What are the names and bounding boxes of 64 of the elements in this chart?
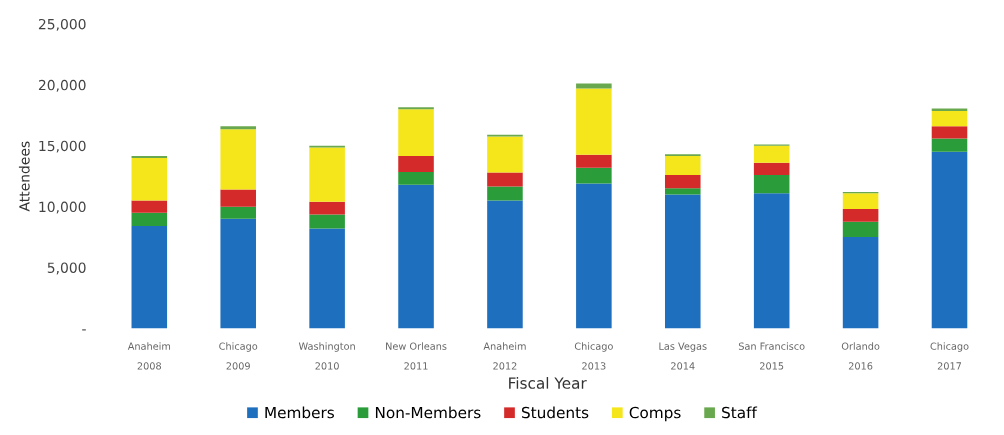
bar: [842, 209, 879, 222]
y-tick-label: 20,000: [38, 79, 86, 92]
bar: [131, 200, 168, 213]
y-tick-label: 10,000: [39, 201, 86, 214]
bar: [753, 145, 790, 163]
y-tick-label: -: [82, 329, 86, 331]
bar: [842, 237, 879, 329]
category-label: Orlando 2016: [841, 342, 880, 370]
legend-label: Staff: [722, 406, 758, 419]
bar: [398, 109, 434, 157]
category-label: San Francisco 2015: [738, 342, 805, 370]
legend-label: Non-Members: [375, 406, 481, 419]
bar: [220, 126, 256, 130]
x-tick-label: Las Vegas 2014: [659, 342, 707, 370]
legend-label: Members: [265, 406, 334, 419]
bar: [487, 186, 523, 201]
bar: [931, 138, 968, 152]
bar: [487, 200, 523, 329]
bar: [842, 221, 879, 238]
bar: [931, 111, 968, 127]
bar: [131, 212, 168, 227]
category-label: Anaheim 2008: [127, 342, 171, 370]
bar: [309, 201, 345, 215]
bar: [842, 193, 879, 210]
x-axis-title: Fiscal Year: [509, 377, 587, 389]
bar: [398, 184, 434, 329]
bar: [576, 167, 612, 184]
y-tick-label: 25,000: [38, 18, 86, 31]
bar: [220, 129, 256, 190]
bar: [664, 188, 701, 195]
y-tick-label: 15,000: [39, 140, 86, 153]
y-tick-label: 5,000: [47, 262, 86, 275]
bar: [398, 156, 434, 172]
bar: [220, 206, 256, 219]
bar: [131, 226, 168, 329]
bar: [398, 171, 434, 185]
bar: [931, 126, 968, 139]
bar: [220, 189, 256, 207]
bar: [309, 214, 345, 229]
bar: [131, 157, 168, 201]
bar: [753, 174, 790, 194]
legend-label: Students: [521, 406, 589, 419]
bar: [664, 156, 701, 175]
category-label: Anaheim 2012: [483, 342, 526, 370]
bar: [753, 193, 790, 329]
bar: [487, 172, 523, 187]
bar: [664, 174, 701, 189]
y-axis-title: Attendees: [18, 141, 30, 212]
x-tick-label: Washington 2010: [298, 342, 355, 370]
category-label: New Orleans 2011: [386, 342, 447, 370]
legend-label: Comps: [629, 406, 681, 422]
bar: [576, 154, 612, 168]
bar: [309, 147, 345, 202]
x-tick-label: Chicago 2013: [574, 342, 613, 370]
bar: [753, 162, 790, 175]
bar: [576, 183, 612, 329]
bar: [576, 88, 612, 155]
x-tick-label: Chicago 2017: [930, 342, 969, 370]
bar: [487, 136, 523, 173]
bar: [309, 228, 345, 329]
x-tick-label: Chicago 2009: [219, 342, 258, 370]
bar: [931, 151, 968, 329]
bar: [220, 218, 256, 329]
bar: [664, 194, 701, 329]
